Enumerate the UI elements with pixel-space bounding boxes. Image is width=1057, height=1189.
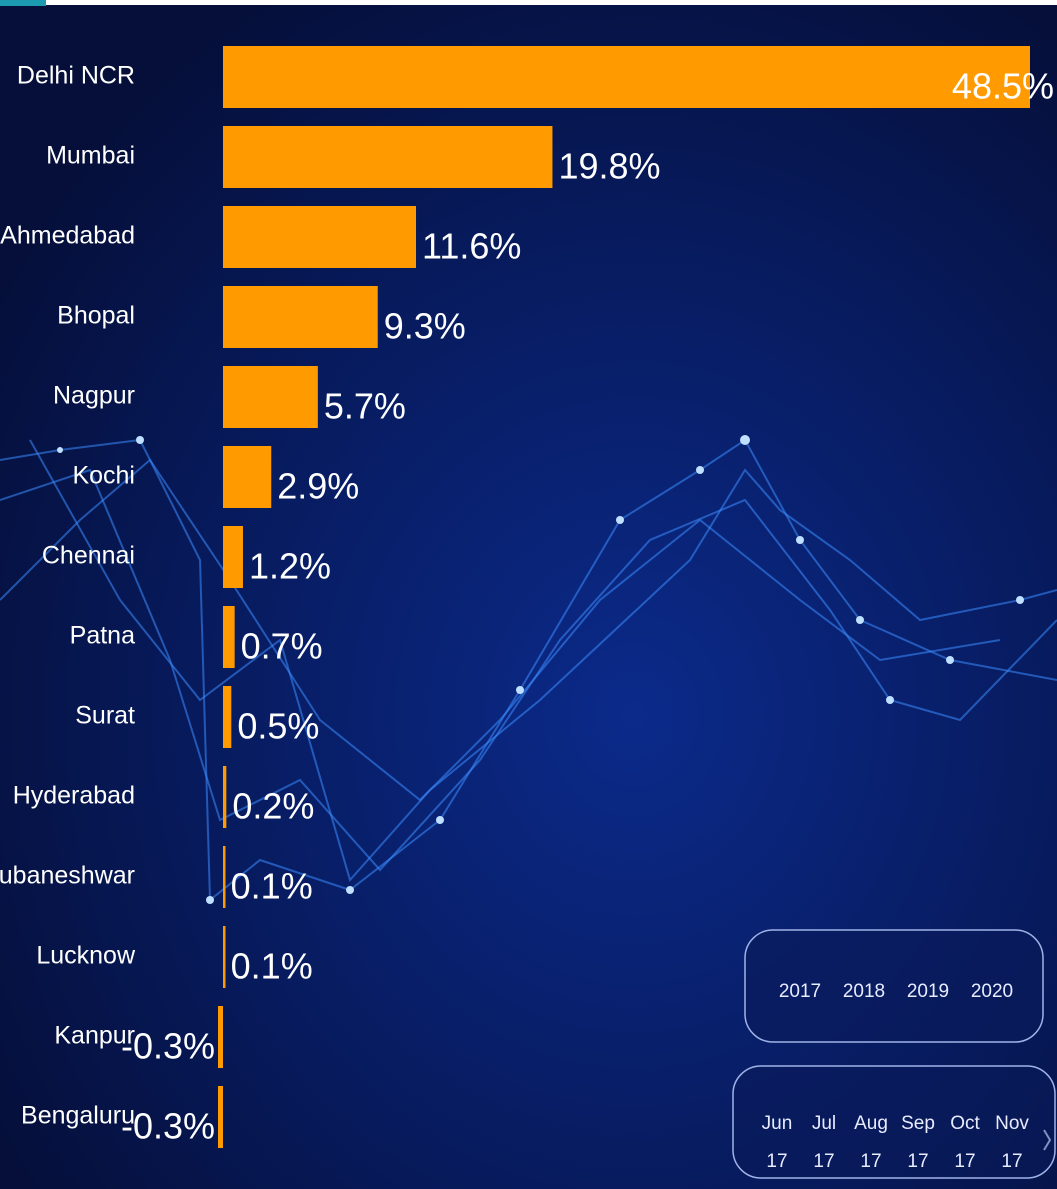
year-option[interactable]: 2018 [843,981,885,1002]
data-label: 11.6% [422,226,521,267]
scroll-arrow[interactable] [1043,1129,1052,1151]
bar [223,446,272,508]
month-option-year[interactable]: 17 [813,1151,834,1172]
category-label: Kanpur [54,1022,135,1050]
month-option[interactable]: Oct [950,1113,980,1134]
network-dots [57,435,1024,904]
category-label: Nagpur [53,382,135,410]
year-option[interactable]: 2020 [971,981,1013,1002]
data-label: 5.7% [324,386,406,427]
data-label: 0.7% [241,626,323,667]
month-option[interactable]: Jun [762,1113,793,1134]
bar [223,206,417,268]
data-label: 0.2% [232,786,314,827]
bar [223,286,378,348]
month-slicer[interactable]: Jun 17 Jul 17 Aug 17 Sep 17 Oct 17 Nov 17 [732,1065,1056,1179]
category-label: Delhi NCR [17,62,135,90]
category-label: Surat [75,702,135,730]
category-label: Ahmedabad [0,222,135,250]
month-option[interactable]: Aug [854,1113,888,1134]
month-option-year[interactable]: 17 [954,1151,975,1172]
month-option-year[interactable]: 17 [1001,1151,1022,1172]
bar [218,1006,223,1068]
bar [223,46,1030,108]
bar-chart: Delhi NCR 48.5% Mumbai 19.8% Ahmedabad 11.6% B… [0,46,1054,1148]
bar [223,366,318,428]
corner-accent [0,0,46,6]
year-slicer[interactable]: 2017 2018 2019 2020 [744,929,1044,1043]
month-option[interactable]: Sep [901,1113,935,1134]
category-label: Kochi [72,462,135,490]
data-label: 19.8% [558,146,660,187]
bar [223,126,553,188]
data-label: 9.3% [384,306,466,347]
data-label: 2.9% [277,466,359,507]
bar [223,926,226,988]
data-label: 0.5% [237,706,319,747]
data-label: 1.2% [249,546,331,587]
data-label: 0.1% [231,946,313,987]
month-option-year[interactable]: 17 [860,1151,881,1172]
data-label: 48.5% [952,66,1054,107]
bar [223,846,226,908]
bar [218,1086,223,1148]
category-label: Patna [70,622,135,650]
network-decoration [0,438,1057,903]
month-option-year[interactable]: 17 [766,1151,787,1172]
month-slicer-box [732,1065,1056,1179]
category-label: Mumbai [46,142,135,170]
bar [223,526,243,588]
category-label: Bengaluru [21,1102,135,1130]
bar [223,606,235,668]
bar [223,766,227,828]
category-label: Chennai [42,542,135,570]
data-label: -0.3% [121,1026,215,1067]
category-label: Bhopal [57,302,135,330]
category-label: Hyderabad [13,782,135,810]
data-label: 0.1% [231,866,313,907]
category-label: Lucknow [36,942,136,970]
year-option[interactable]: 2017 [779,981,821,1002]
year-slicer-box [744,929,1044,1043]
month-option-year[interactable]: 17 [907,1151,928,1172]
month-option[interactable]: Jul [812,1113,836,1134]
month-option[interactable]: Nov [995,1113,1029,1134]
bar [223,686,232,748]
year-option[interactable]: 2019 [907,981,949,1002]
category-label: Bhubaneshwar [0,862,135,890]
data-label: -0.3% [121,1106,215,1147]
